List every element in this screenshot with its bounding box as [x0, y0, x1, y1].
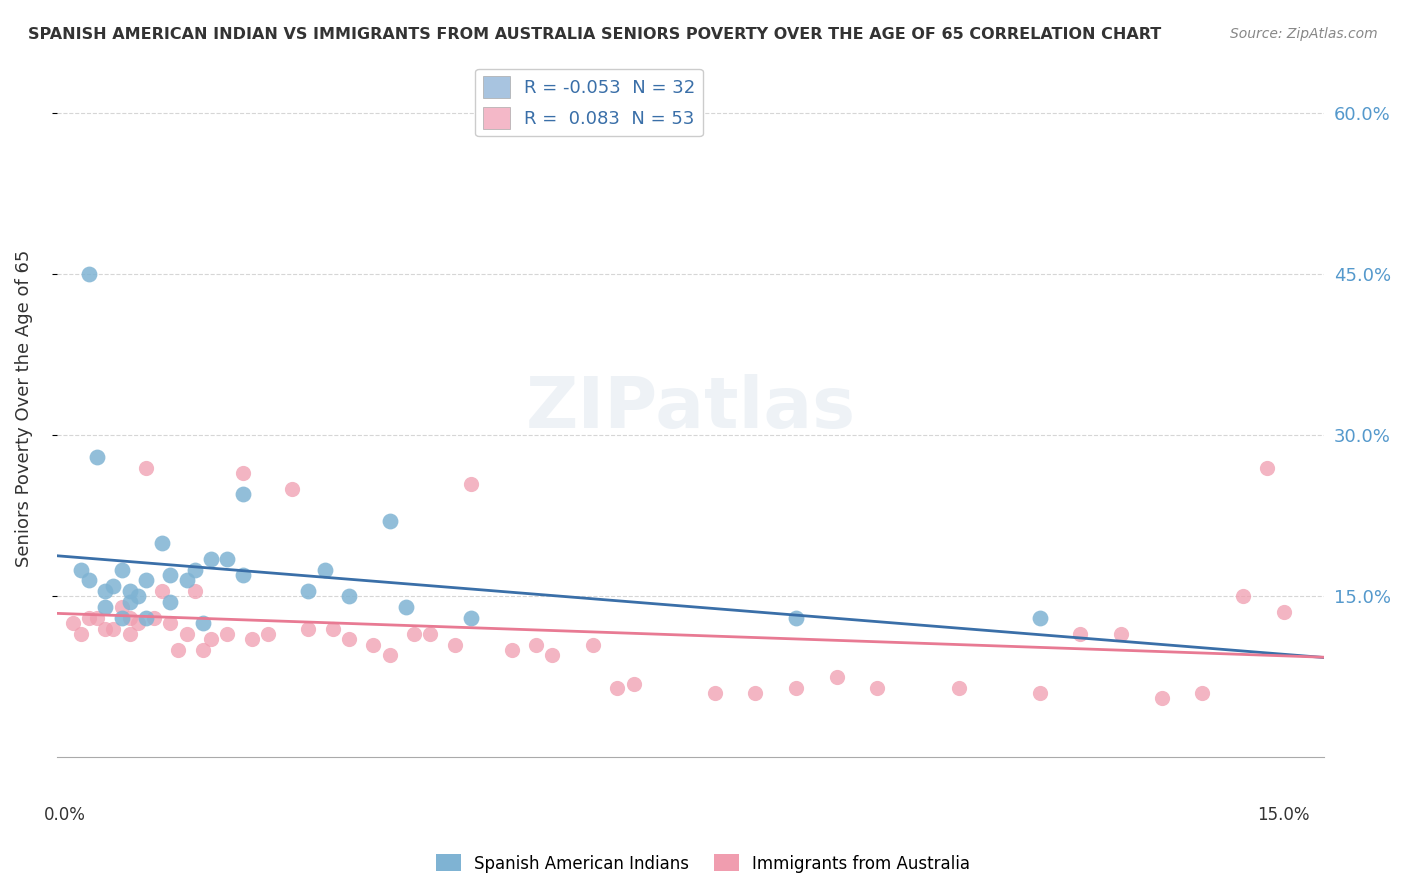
Point — [167, 643, 190, 657]
Point — [460, 611, 482, 625]
Point — [176, 574, 198, 588]
Point — [322, 622, 344, 636]
Point — [232, 487, 254, 501]
Point — [200, 632, 222, 647]
Point — [86, 611, 108, 625]
Point — [94, 622, 117, 636]
Y-axis label: Seniors Poverty Over the Age of 65: Seniors Poverty Over the Age of 65 — [15, 250, 32, 567]
Text: 15.0%: 15.0% — [1257, 806, 1310, 824]
Point — [363, 638, 385, 652]
Point — [77, 611, 100, 625]
Point — [395, 600, 418, 615]
Point — [541, 648, 564, 663]
Point — [77, 268, 100, 282]
Point — [378, 648, 401, 663]
Point — [281, 482, 304, 496]
Point — [1272, 606, 1295, 620]
Point — [785, 681, 807, 695]
Point — [419, 627, 441, 641]
Point — [150, 535, 173, 549]
Point — [1029, 611, 1052, 625]
Point — [1069, 627, 1091, 641]
Point — [159, 616, 181, 631]
Point — [257, 627, 280, 641]
Point — [86, 450, 108, 464]
Point — [118, 611, 141, 625]
Point — [524, 638, 547, 652]
Point — [1191, 686, 1213, 700]
Point — [297, 584, 319, 599]
Point — [297, 622, 319, 636]
Text: ZIPatlas: ZIPatlas — [526, 374, 855, 443]
Point — [118, 595, 141, 609]
Point — [118, 584, 141, 599]
Point — [62, 616, 84, 631]
Point — [110, 611, 132, 625]
Point — [825, 670, 848, 684]
Point — [118, 627, 141, 641]
Point — [404, 627, 426, 641]
Point — [150, 584, 173, 599]
Point — [94, 584, 117, 599]
Point — [217, 551, 239, 566]
Point — [1232, 590, 1254, 604]
Point — [191, 616, 214, 631]
Point — [184, 562, 207, 576]
Text: SPANISH AMERICAN INDIAN VS IMMIGRANTS FROM AUSTRALIA SENIORS POVERTY OVER THE AG: SPANISH AMERICAN INDIAN VS IMMIGRANTS FR… — [28, 27, 1161, 42]
Point — [159, 595, 181, 609]
Point — [240, 632, 263, 647]
Point — [110, 600, 132, 615]
Point — [785, 611, 807, 625]
Point — [337, 590, 360, 604]
Point — [135, 574, 157, 588]
Point — [703, 686, 725, 700]
Point — [135, 611, 157, 625]
Point — [159, 568, 181, 582]
Text: 0.0%: 0.0% — [44, 806, 86, 824]
Point — [135, 460, 157, 475]
Point — [217, 627, 239, 641]
Point — [176, 627, 198, 641]
Point — [70, 627, 93, 641]
Point — [1256, 460, 1278, 475]
Point — [110, 562, 132, 576]
Point — [143, 611, 166, 625]
Point — [77, 574, 100, 588]
Point — [1029, 686, 1052, 700]
Point — [232, 568, 254, 582]
Point — [1150, 691, 1173, 706]
Legend: R = -0.053  N = 32, R =  0.083  N = 53: R = -0.053 N = 32, R = 0.083 N = 53 — [475, 69, 703, 136]
Point — [501, 643, 523, 657]
Point — [606, 681, 628, 695]
Point — [378, 514, 401, 528]
Text: Source: ZipAtlas.com: Source: ZipAtlas.com — [1230, 27, 1378, 41]
Point — [443, 638, 465, 652]
Point — [948, 681, 970, 695]
Point — [232, 466, 254, 480]
Point — [191, 643, 214, 657]
Point — [200, 551, 222, 566]
Point — [582, 638, 605, 652]
Point — [1109, 627, 1132, 641]
Legend: Spanish American Indians, Immigrants from Australia: Spanish American Indians, Immigrants fro… — [429, 847, 977, 880]
Point — [337, 632, 360, 647]
Point — [103, 579, 125, 593]
Point — [127, 590, 149, 604]
Point — [94, 600, 117, 615]
Point — [127, 616, 149, 631]
Point — [623, 677, 645, 691]
Point — [744, 686, 766, 700]
Point — [866, 681, 889, 695]
Point — [184, 584, 207, 599]
Point — [103, 622, 125, 636]
Point — [460, 476, 482, 491]
Point — [314, 562, 336, 576]
Point — [70, 562, 93, 576]
